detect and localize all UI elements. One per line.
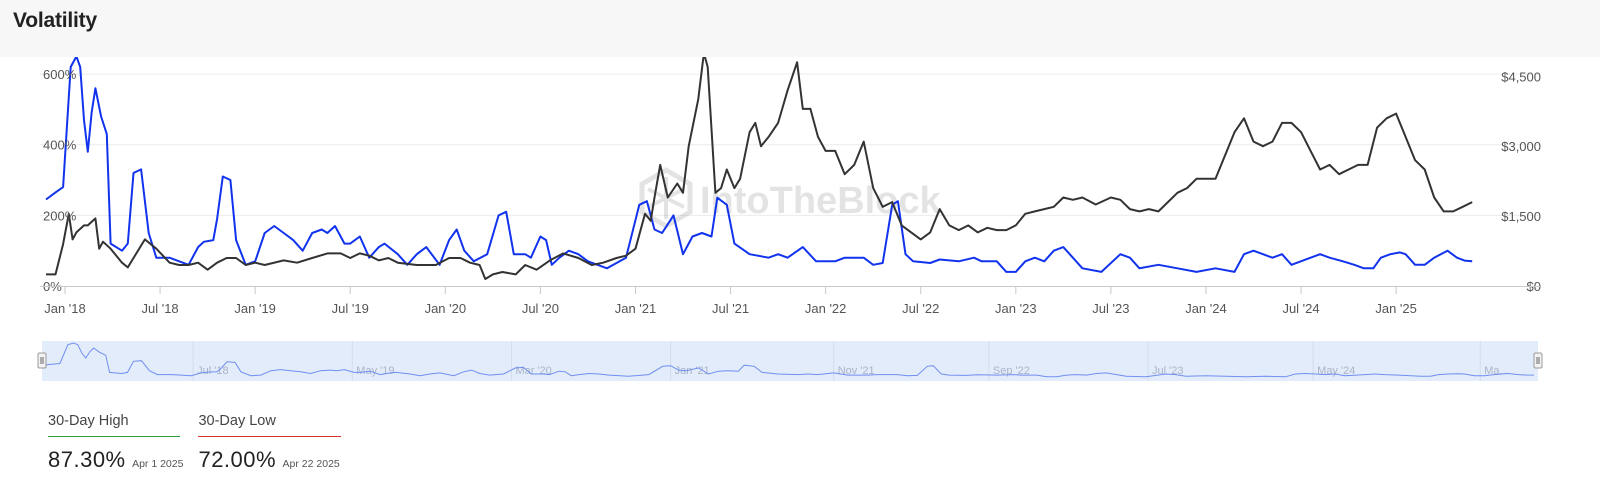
navigator-left-handle[interactable] <box>37 352 47 369</box>
x-tick-label: Jan '19 <box>234 301 276 316</box>
volatility-series-line <box>45 57 1473 273</box>
volatility-chart: IntoTheBlock 0%200%400%600%$0$1,500$3,00… <box>40 57 1541 316</box>
x-tick-label: Jan '24 <box>1185 301 1227 316</box>
x-tick-label: Jan '20 <box>425 301 467 316</box>
header-bar: Volatility <box>0 0 1600 57</box>
stat-low-value: 72.00% <box>198 447 277 472</box>
price-series-line <box>46 57 1473 280</box>
navigator-label: Jul '18 <box>197 365 228 377</box>
page-title: Volatility <box>13 9 97 32</box>
watermark: IntoTheBlock <box>639 167 942 229</box>
x-tick-label: Jul '22 <box>902 301 939 316</box>
navigator-label: May '24 <box>1317 365 1355 377</box>
stat-low-date: Apr 22 2025 <box>282 458 340 470</box>
navigator-label: Jan '21 <box>675 365 710 377</box>
x-tick-label: Jul '23 <box>1092 301 1129 316</box>
watermark-text: IntoTheBlock <box>700 180 942 222</box>
x-tick-label: Jan '21 <box>615 301 657 316</box>
y-left-tick-label: 600% <box>43 67 77 82</box>
y-right-tick-label: $3,000 <box>1501 139 1541 154</box>
x-tick-label: Jul '24 <box>1282 301 1319 316</box>
x-tick-label: Jan '23 <box>995 301 1037 316</box>
stat-30-day-high: 30-Day High 87.30% Apr 1 2025 <box>48 413 183 473</box>
x-tick-label: Jul '21 <box>712 301 749 316</box>
navigator-label: Jul '23 <box>1152 365 1183 377</box>
navigator-right-handle[interactable] <box>1533 352 1543 369</box>
navigator-label: Sep '22 <box>993 365 1030 377</box>
navigator-label: May '19 <box>356 365 394 377</box>
x-tick-label: Jul '19 <box>332 301 369 316</box>
stat-high-label: 30-Day High <box>48 413 180 437</box>
stat-high-value: 87.30% <box>48 447 126 472</box>
stat-low-label: 30-Day Low <box>198 413 342 437</box>
x-tick-label: Jan '22 <box>805 301 847 316</box>
stat-30-day-low: 30-Day Low 72.00% Apr 22 2025 <box>198 413 342 473</box>
y-right-tick-label: $1,500 <box>1501 209 1541 224</box>
stats-panel: 30-Day High 87.30% Apr 1 2025 30-Day Low… <box>48 413 356 473</box>
y-left-tick-label: 200% <box>43 208 77 223</box>
y-right-tick-label: $4,500 <box>1501 69 1541 84</box>
watermark-logo-mark <box>647 177 685 219</box>
stat-high-date: Apr 1 2025 <box>132 458 184 470</box>
x-tick-label: Jul '20 <box>522 301 559 316</box>
range-navigator[interactable]: Jul '18 May '19 Mar '20 Jan '21 Nov '21 Sep '… <box>0 338 1600 384</box>
x-tick-label: Jan '18 <box>44 301 86 316</box>
x-tick-label: Jan '25 <box>1375 301 1417 316</box>
x-tick-label: Jul '18 <box>141 301 178 316</box>
y-left-tick-label: 400% <box>43 138 77 153</box>
navigator-series-line <box>41 342 1535 378</box>
navigator-label: Mar '20 <box>515 365 551 377</box>
navigator-label: Nov '21 <box>838 365 875 377</box>
